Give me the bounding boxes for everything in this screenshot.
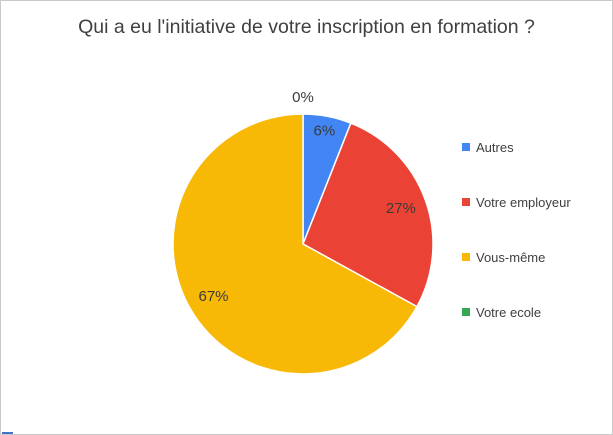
chart-legend: Autres Votre employeur Vous-même Votre e…: [462, 139, 571, 320]
legend-swatch-votre-employeur: [462, 198, 470, 206]
legend-item-autres: Autres: [462, 139, 571, 155]
stray-blue-mark: [2, 432, 13, 434]
legend-swatch-votre-ecole: [462, 308, 470, 316]
legend-label-vous-meme: Vous-même: [476, 249, 546, 265]
data-label-votre-employeur: 27%: [386, 200, 416, 217]
pie-slice-votre-employeur: [302, 122, 434, 308]
data-label-autres: 6%: [314, 123, 336, 140]
legend-item-votre-ecole: Votre ecole: [462, 304, 571, 320]
chart-title: Qui a eu l'initiative de votre inscripti…: [78, 16, 535, 38]
legend-label-autres: Autres: [476, 139, 514, 155]
pie-slice-vous-m-me: [172, 113, 418, 375]
data-label-vous-m-me: 67%: [198, 288, 228, 305]
data-label-votre-ecole: 0%: [292, 89, 314, 106]
legend-label-votre-employeur: Votre employeur: [476, 194, 571, 210]
legend-item-vous-meme: Vous-même: [462, 249, 571, 265]
legend-item-votre-employeur: Votre employeur: [462, 194, 571, 210]
legend-swatch-vous-meme: [462, 253, 470, 261]
legend-label-votre-ecole: Votre ecole: [476, 304, 542, 320]
legend-swatch-autres: [462, 143, 470, 151]
